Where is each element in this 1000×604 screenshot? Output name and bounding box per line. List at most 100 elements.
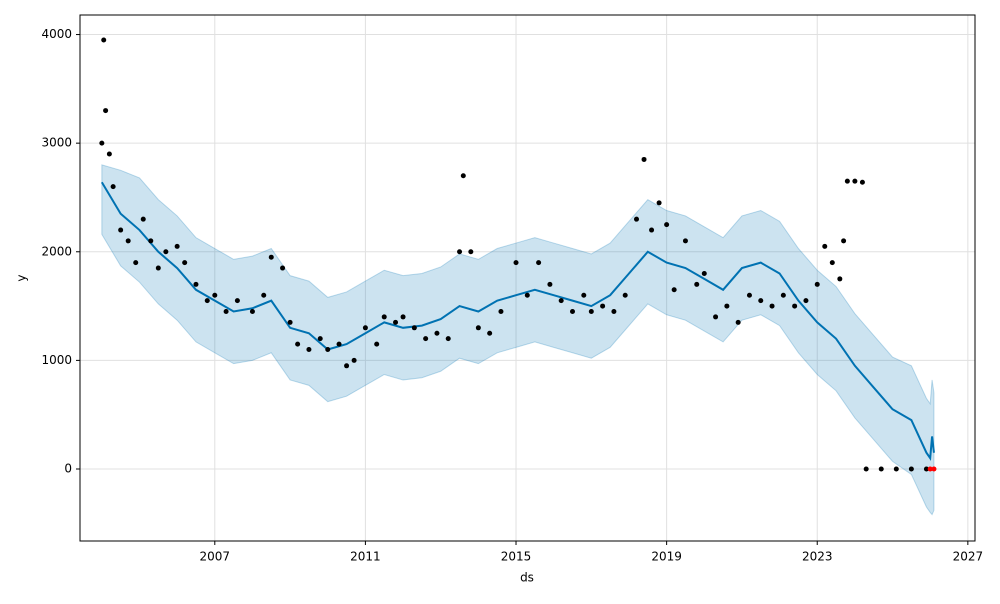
data-point — [735, 319, 741, 325]
data-point — [344, 363, 350, 369]
data-point — [863, 466, 869, 472]
data-point — [600, 303, 606, 309]
data-point — [923, 466, 929, 472]
data-point — [295, 341, 301, 347]
y-tick-label: 4000 — [41, 27, 72, 41]
data-point — [155, 265, 161, 271]
data-point — [780, 292, 786, 298]
data-point — [558, 298, 564, 304]
data-point — [280, 265, 286, 271]
data-point — [724, 303, 730, 309]
data-point — [118, 227, 124, 233]
data-point — [381, 314, 387, 320]
data-point — [908, 466, 914, 472]
data-point — [859, 179, 865, 185]
data-point — [468, 249, 474, 255]
data-point — [588, 309, 594, 315]
x-tick-label: 2023 — [802, 550, 833, 564]
data-point — [611, 309, 617, 315]
data-point — [336, 341, 342, 347]
data-point — [547, 281, 553, 287]
data-point — [234, 298, 240, 304]
data-point — [746, 292, 752, 298]
data-point — [182, 260, 188, 266]
data-point — [249, 309, 255, 315]
data-point — [758, 298, 764, 304]
data-point — [792, 303, 798, 309]
data-point — [622, 292, 628, 298]
data-point — [634, 216, 640, 222]
data-point — [837, 276, 843, 282]
x-tick-label: 2015 — [501, 550, 532, 564]
data-point — [400, 314, 406, 320]
data-point — [351, 357, 357, 363]
data-point — [434, 330, 440, 336]
data-point — [99, 140, 105, 146]
data-point — [374, 341, 380, 347]
data-point — [317, 336, 323, 342]
data-point — [411, 325, 417, 331]
data-point — [148, 238, 154, 244]
y-axis-label: y — [15, 274, 29, 281]
data-point — [581, 292, 587, 298]
data-point — [656, 200, 662, 206]
data-point — [664, 222, 670, 228]
data-point — [163, 249, 169, 255]
uncertainty-band — [101, 164, 935, 516]
data-point — [261, 292, 267, 298]
data-point — [931, 466, 937, 472]
x-tick-label: 2011 — [350, 550, 381, 564]
data-point — [524, 292, 530, 298]
data-point — [844, 178, 850, 184]
data-point — [475, 325, 481, 331]
data-point — [110, 184, 116, 190]
y-tick-label: 3000 — [41, 136, 72, 150]
y-tick-label: 0 — [64, 461, 72, 475]
data-point — [460, 173, 466, 179]
data-point — [569, 309, 575, 315]
data-point — [106, 151, 112, 157]
data-point — [498, 309, 504, 315]
data-point — [852, 178, 858, 184]
data-point — [103, 108, 109, 114]
data-point — [893, 466, 899, 472]
data-point — [649, 227, 655, 233]
data-point — [287, 319, 293, 325]
data-point — [325, 347, 331, 353]
data-point — [713, 314, 719, 320]
data-point — [133, 260, 139, 266]
data-point — [223, 309, 229, 315]
data-point — [671, 287, 677, 293]
x-axis-label: ds — [520, 571, 534, 585]
data-point — [306, 347, 312, 353]
data-point — [268, 254, 274, 260]
x-tick-label: 2019 — [651, 550, 682, 564]
x-tick-label: 2027 — [953, 550, 984, 564]
data-point — [101, 37, 107, 43]
data-point — [878, 466, 884, 472]
data-point — [457, 249, 463, 255]
data-point — [641, 156, 647, 162]
data-point — [487, 330, 493, 336]
y-tick-label: 2000 — [41, 244, 72, 258]
data-point — [927, 466, 933, 472]
data-point — [423, 336, 429, 342]
x-tick-label: 2007 — [200, 550, 231, 564]
data-point — [513, 260, 519, 266]
data-point — [193, 281, 199, 287]
data-point — [829, 260, 835, 266]
data-point — [212, 292, 218, 298]
data-point — [814, 281, 820, 287]
data-point — [822, 243, 828, 249]
data-point — [682, 238, 688, 244]
data-point — [174, 243, 180, 249]
data-point — [701, 270, 707, 276]
forecast-line — [100, 181, 935, 461]
data-point — [445, 336, 451, 342]
data-point — [803, 298, 809, 304]
y-tick-label: 1000 — [41, 353, 72, 367]
data-point — [393, 319, 399, 325]
data-point — [536, 260, 542, 266]
data-point — [204, 298, 210, 304]
